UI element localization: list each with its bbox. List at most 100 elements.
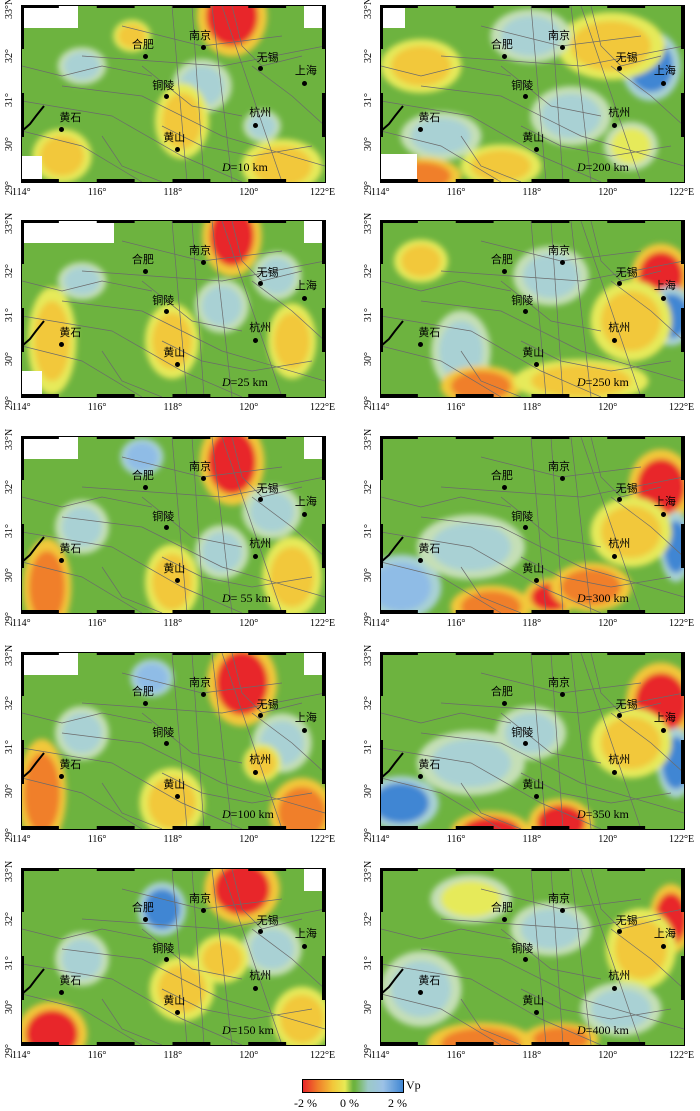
- city-marker: [200, 44, 206, 50]
- fault-line: [381, 777, 502, 829]
- city-marker: [502, 916, 508, 922]
- city-marker: [611, 122, 617, 128]
- city-marker: [258, 281, 264, 287]
- city-marker: [252, 985, 258, 991]
- city-label: 黄山: [163, 995, 186, 1008]
- fault-line: [590, 653, 662, 714]
- city-marker: [559, 691, 565, 697]
- longitude-label: 120°: [598, 1050, 618, 1061]
- city-marker: [163, 741, 169, 747]
- city-marker: [58, 126, 64, 132]
- city-label: 合肥: [131, 39, 154, 52]
- city-marker: [617, 713, 623, 719]
- depth-symbol: D: [577, 1023, 586, 1037]
- no-data-area: [22, 6, 78, 28]
- city-marker: [533, 577, 539, 583]
- longitude-label: 118°: [522, 402, 542, 413]
- latitude-label: 33°N: [4, 860, 15, 882]
- fault-line: [530, 869, 547, 1045]
- fault-line: [61, 732, 325, 814]
- fault-line: [22, 561, 143, 613]
- longitude-label: 120°: [239, 618, 259, 629]
- fault-line: [141, 496, 243, 548]
- fault-line: [22, 345, 143, 397]
- anomaly-blob: [523, 254, 579, 298]
- city-label: 南京: [548, 893, 571, 906]
- city-marker: [522, 94, 528, 100]
- city-label: 南京: [548, 245, 571, 258]
- depth-label: D= 55 km: [222, 591, 271, 606]
- city-marker: [58, 773, 64, 779]
- anomaly-blob: [501, 16, 561, 56]
- anomaly-blob: [591, 989, 651, 1029]
- fault-line: [381, 712, 512, 724]
- fault-line: [231, 6, 303, 67]
- latitude-label: 31°: [363, 956, 374, 970]
- latitude-label: 31°: [363, 740, 374, 754]
- city-marker: [143, 916, 149, 922]
- longitude-label: 120°: [239, 402, 259, 413]
- city-label: 铜陵: [152, 510, 175, 523]
- no-data-area: [22, 653, 78, 675]
- city-marker: [417, 989, 423, 995]
- longitude-label: 122°E: [310, 618, 336, 629]
- city-label: 黄石: [59, 112, 82, 125]
- longitude-label: 118°: [163, 402, 183, 413]
- city-marker: [258, 66, 264, 72]
- longitude-label: 118°: [522, 618, 542, 629]
- city-marker: [533, 146, 539, 152]
- city-marker: [502, 700, 508, 706]
- depth-label: D=25 km: [222, 375, 268, 390]
- longitude-label: 122°E: [669, 187, 695, 198]
- city-label: 杭州: [608, 538, 631, 551]
- anomaly-blob: [533, 1027, 589, 1045]
- city-marker: [163, 309, 169, 315]
- fault-line: [420, 300, 684, 382]
- fault-line: [500, 280, 602, 332]
- velocity-anomaly-map: 合肥 南京 无锡 上海 铜陵 黄石 杭州 黄山 D=10 km: [21, 5, 326, 183]
- anomaly-field: [381, 221, 684, 397]
- city-marker: [533, 1009, 539, 1015]
- latitude-label: 30°: [4, 352, 15, 366]
- fault-line: [171, 221, 188, 397]
- colorbar-tick-zero: 0 %: [340, 1096, 359, 1110]
- longitude-label: 114°: [12, 402, 31, 413]
- anomaly-blob: [381, 563, 431, 611]
- fault-line: [500, 65, 602, 117]
- city-label: 黄山: [163, 563, 186, 576]
- fault-line: [610, 65, 684, 127]
- fault-line: [231, 221, 303, 282]
- fault-line: [381, 65, 512, 77]
- anomaly-blob: [541, 94, 601, 138]
- velocity-anomaly-map: 合肥 南京 无锡 上海 铜陵 黄石 杭州 黄山 D=350 km: [380, 652, 685, 830]
- city-marker: [200, 907, 206, 913]
- city-marker: [302, 81, 308, 87]
- map-panel: 合肥 南京 无锡 上海 铜陵 黄石 杭州 黄山 D=400 km 33°N 32° 31° 30° 29°…: [363, 861, 700, 1074]
- longitude-label: 120°: [239, 187, 259, 198]
- anomaly-blob: [136, 664, 168, 692]
- fault-line: [610, 712, 684, 774]
- anomaly-blob: [391, 46, 451, 86]
- longitude-label: 122°E: [669, 834, 695, 845]
- fault-line: [570, 869, 592, 1045]
- fault-line: [520, 125, 672, 157]
- fault-line: [251, 496, 325, 558]
- depth-symbol: D: [577, 807, 586, 821]
- city-label: 南京: [189, 30, 212, 43]
- latitude-label: 32°: [4, 696, 15, 710]
- city-marker: [559, 475, 565, 481]
- anomaly-field: [22, 437, 325, 613]
- anomaly-blob: [248, 114, 276, 138]
- anomaly-field: [381, 869, 684, 1045]
- fault-line: [171, 437, 188, 613]
- fault-line: [520, 340, 672, 372]
- fault-line: [570, 221, 592, 397]
- fault-line: [101, 998, 163, 1045]
- fault-line: [381, 963, 602, 1045]
- city-label: 无锡: [615, 914, 638, 927]
- anomaly-blob: [381, 783, 429, 823]
- city-label: 黄山: [522, 132, 545, 145]
- city-label: 黄山: [163, 779, 186, 792]
- city-marker: [533, 361, 539, 367]
- depth-value: =400 km: [585, 1023, 629, 1037]
